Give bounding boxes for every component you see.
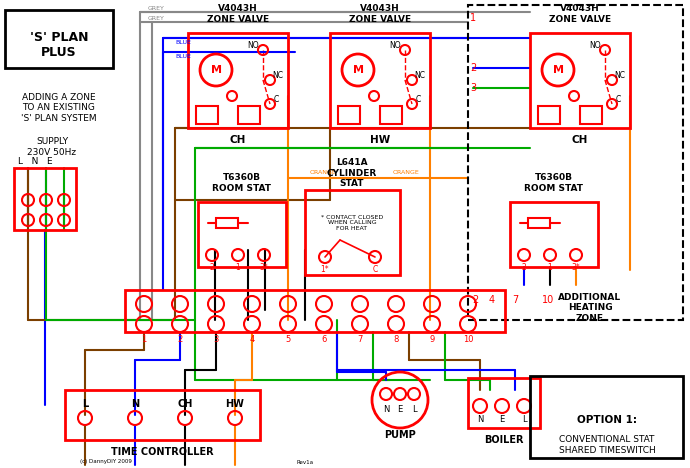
Text: C: C xyxy=(615,95,620,104)
Text: E: E xyxy=(397,405,403,415)
Text: C: C xyxy=(415,95,421,104)
Text: T6360B
ROOM STAT: T6360B ROOM STAT xyxy=(524,173,584,193)
Text: 3*: 3* xyxy=(259,263,268,271)
Bar xyxy=(510,202,598,267)
Text: ADDING A ZONE
TO AN EXISTING
'S' PLAN SYSTEM: ADDING A ZONE TO AN EXISTING 'S' PLAN SY… xyxy=(21,93,97,123)
Text: 10: 10 xyxy=(542,295,554,305)
Text: 6: 6 xyxy=(322,336,326,344)
Text: M: M xyxy=(210,65,221,75)
Text: 4: 4 xyxy=(249,336,255,344)
Bar xyxy=(468,5,683,320)
Text: V4043H
ZONE VALVE: V4043H ZONE VALVE xyxy=(207,4,269,24)
Text: L: L xyxy=(412,405,416,415)
Bar xyxy=(188,33,288,128)
Text: HW: HW xyxy=(226,399,244,409)
Text: CONVENTIONAL STAT
SHARED TIMESWITCH: CONVENTIONAL STAT SHARED TIMESWITCH xyxy=(559,435,656,455)
Bar xyxy=(530,33,630,128)
Text: GREY: GREY xyxy=(148,6,165,10)
Bar xyxy=(5,10,113,68)
Text: C: C xyxy=(273,95,279,104)
Text: BLUE: BLUE xyxy=(175,39,191,44)
Bar xyxy=(330,33,430,128)
Text: 3: 3 xyxy=(213,336,219,344)
Bar xyxy=(216,218,238,228)
Text: 'S' PLAN
PLUS: 'S' PLAN PLUS xyxy=(30,31,88,59)
Text: NO: NO xyxy=(589,42,601,51)
Text: * CONTACT CLOSED
WHEN CALLING
FOR HEAT: * CONTACT CLOSED WHEN CALLING FOR HEAT xyxy=(321,215,383,231)
Text: CH: CH xyxy=(177,399,193,409)
Text: PUMP: PUMP xyxy=(384,430,416,440)
Text: ORANGE: ORANGE xyxy=(310,169,337,175)
Text: N: N xyxy=(131,399,139,409)
Text: L641A
CYLINDER
STAT: L641A CYLINDER STAT xyxy=(327,158,377,188)
Text: CH: CH xyxy=(230,135,246,145)
Text: ADDITIONAL
HEATING
ZONE: ADDITIONAL HEATING ZONE xyxy=(558,293,622,323)
Text: 3*: 3* xyxy=(571,263,580,271)
Text: 1: 1 xyxy=(235,263,240,271)
Text: 7: 7 xyxy=(512,295,518,305)
Text: 2: 2 xyxy=(177,336,183,344)
Text: M: M xyxy=(553,65,564,75)
Bar xyxy=(14,168,76,230)
Text: TIME CONTROLLER: TIME CONTROLLER xyxy=(110,447,213,457)
Text: (c) DannyDIY 2009: (c) DannyDIY 2009 xyxy=(80,460,132,465)
Text: NO: NO xyxy=(247,42,259,51)
Bar xyxy=(238,106,260,124)
Text: C: C xyxy=(373,264,377,273)
Text: 5: 5 xyxy=(286,336,290,344)
Text: 9: 9 xyxy=(429,336,435,344)
Text: 2: 2 xyxy=(210,263,215,271)
Text: T6360B
ROOM STAT: T6360B ROOM STAT xyxy=(213,173,271,193)
Text: L: L xyxy=(82,399,88,409)
Bar xyxy=(65,390,260,440)
Text: V4043H
ZONE VALVE: V4043H ZONE VALVE xyxy=(549,4,611,24)
Text: GREY: GREY xyxy=(148,15,165,21)
Text: Rev1a: Rev1a xyxy=(297,460,313,465)
Text: M: M xyxy=(353,65,364,75)
Text: E: E xyxy=(500,416,504,424)
Text: 10: 10 xyxy=(463,336,473,344)
Text: 7: 7 xyxy=(357,336,363,344)
Text: 1*: 1* xyxy=(321,264,329,273)
Text: NO: NO xyxy=(389,42,401,51)
Text: CH: CH xyxy=(572,135,588,145)
Bar xyxy=(125,290,505,332)
Text: HW: HW xyxy=(370,135,390,145)
Text: L   N   E: L N E xyxy=(18,158,52,167)
Text: NC: NC xyxy=(415,72,426,80)
Text: ORANGE: ORANGE xyxy=(393,169,420,175)
Text: L: L xyxy=(522,416,526,424)
Text: 4: 4 xyxy=(489,295,495,305)
Text: 3: 3 xyxy=(470,83,476,93)
Text: 2: 2 xyxy=(522,263,526,271)
Text: OPTION 1:: OPTION 1: xyxy=(577,415,637,425)
Text: SUPPLY
230V 50Hz: SUPPLY 230V 50Hz xyxy=(28,137,77,157)
Text: NC: NC xyxy=(273,72,284,80)
Bar xyxy=(538,106,560,124)
Bar xyxy=(305,190,400,275)
Text: N: N xyxy=(383,405,389,415)
Bar xyxy=(530,376,683,458)
Text: 1: 1 xyxy=(548,263,553,271)
Bar xyxy=(580,106,602,124)
Text: 2: 2 xyxy=(470,63,476,73)
Text: V4043H
ZONE VALVE: V4043H ZONE VALVE xyxy=(349,4,411,24)
Bar xyxy=(528,218,550,228)
Bar xyxy=(196,106,218,124)
Text: 1: 1 xyxy=(470,13,476,23)
Text: 2: 2 xyxy=(472,295,478,305)
Bar xyxy=(198,202,286,267)
Text: N: N xyxy=(477,416,483,424)
Text: BLUE: BLUE xyxy=(175,53,191,58)
Text: 8: 8 xyxy=(393,336,399,344)
Bar xyxy=(338,106,360,124)
Bar xyxy=(380,106,402,124)
Text: 1: 1 xyxy=(141,336,146,344)
Bar xyxy=(468,378,540,428)
Text: BOILER: BOILER xyxy=(484,435,524,445)
Text: NC: NC xyxy=(615,72,626,80)
